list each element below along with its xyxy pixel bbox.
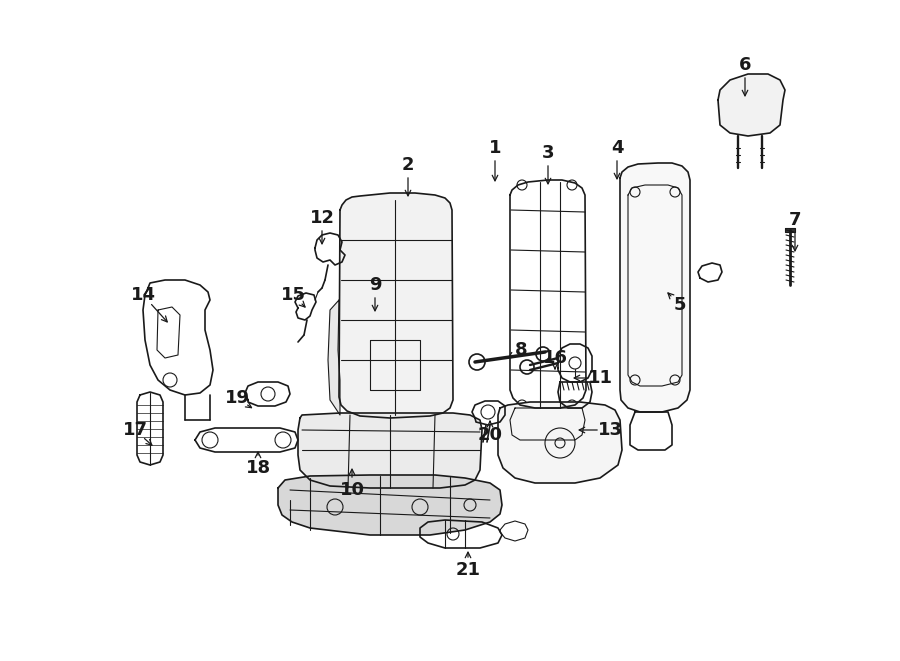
Text: 7: 7 xyxy=(788,211,801,229)
Text: 11: 11 xyxy=(588,369,613,387)
Text: 1: 1 xyxy=(489,139,501,157)
Polygon shape xyxy=(498,402,622,483)
Text: 21: 21 xyxy=(455,561,481,579)
Text: 20: 20 xyxy=(478,426,502,444)
Text: 17: 17 xyxy=(122,421,148,439)
Polygon shape xyxy=(298,413,482,488)
Polygon shape xyxy=(339,193,453,418)
Polygon shape xyxy=(278,475,502,535)
Text: 3: 3 xyxy=(542,144,554,162)
Text: 9: 9 xyxy=(369,276,382,294)
Text: 12: 12 xyxy=(310,209,335,227)
Polygon shape xyxy=(328,300,340,415)
Polygon shape xyxy=(620,163,690,412)
Text: 18: 18 xyxy=(246,459,271,477)
Text: 2: 2 xyxy=(401,156,414,174)
Polygon shape xyxy=(718,74,785,136)
Text: 8: 8 xyxy=(515,341,527,359)
Text: 10: 10 xyxy=(339,481,365,499)
Text: 4: 4 xyxy=(611,139,623,157)
Text: 14: 14 xyxy=(130,286,156,304)
Text: 19: 19 xyxy=(224,389,249,407)
Text: 16: 16 xyxy=(543,349,568,367)
Text: 15: 15 xyxy=(281,286,305,304)
Polygon shape xyxy=(785,228,795,232)
Text: 6: 6 xyxy=(739,56,752,74)
Text: 5: 5 xyxy=(674,296,686,314)
Text: 13: 13 xyxy=(598,421,623,439)
